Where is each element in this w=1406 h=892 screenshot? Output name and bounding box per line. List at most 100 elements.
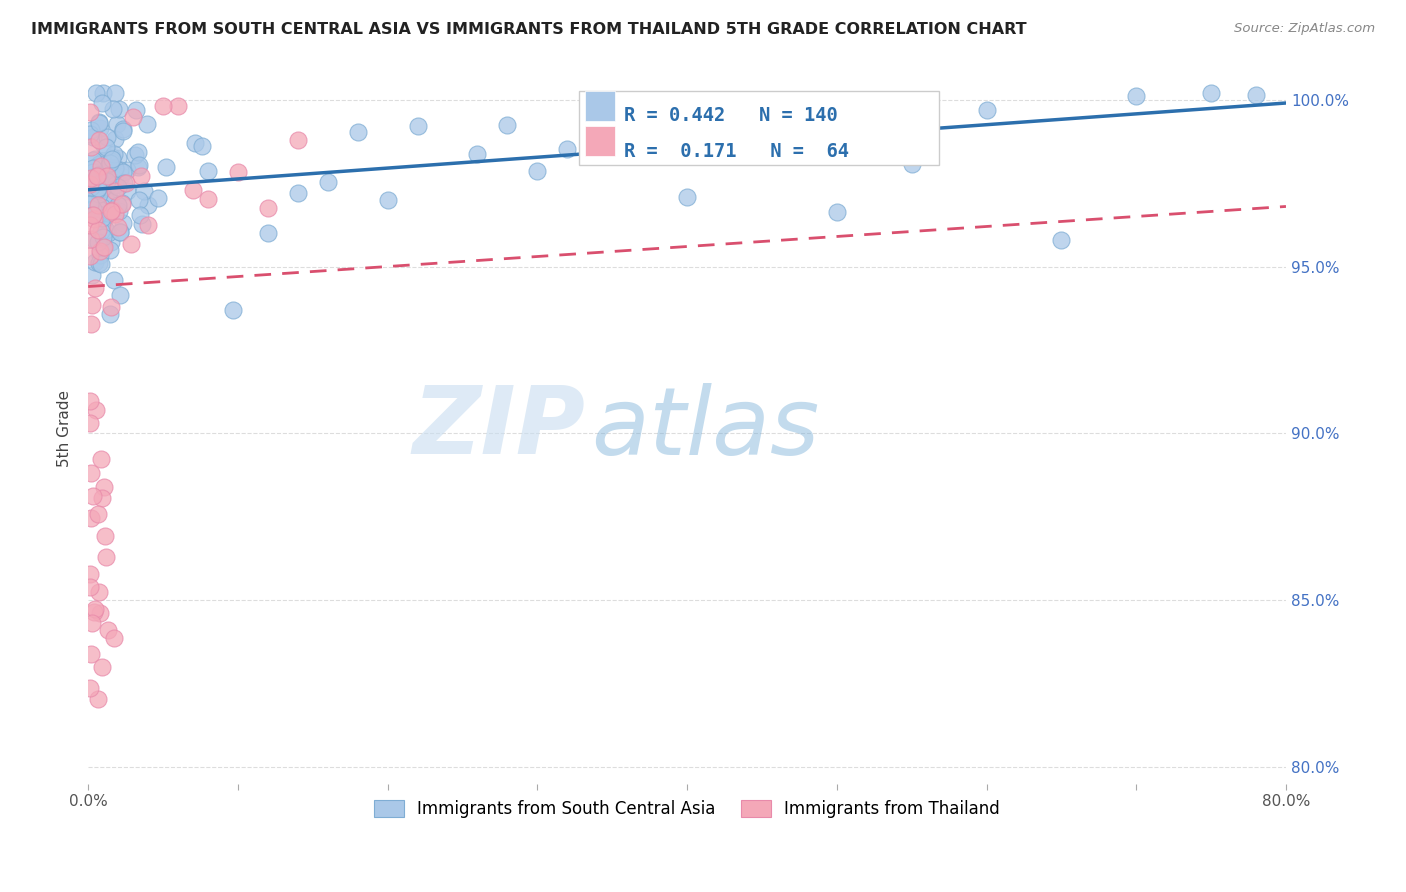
- Point: [105, 117, 128, 131]
- Point: [83, 211, 105, 226]
- Point: [82, 130, 104, 145]
- Point: [97, 173, 120, 187]
- Point: [89, 172, 111, 186]
- Point: [87, 197, 110, 211]
- Point: [94, 222, 117, 236]
- Point: [80, 180, 103, 194]
- Point: [87, 508, 110, 522]
- Point: [79, 249, 101, 263]
- Point: [115, 184, 138, 198]
- Point: [129, 169, 152, 183]
- Point: [91, 153, 114, 168]
- Point: [96, 140, 118, 154]
- Point: [80, 511, 103, 525]
- Point: [377, 193, 399, 207]
- Point: [191, 139, 214, 153]
- Point: [89, 182, 111, 196]
- Point: [79, 105, 101, 120]
- Point: [93, 480, 115, 494]
- Y-axis label: 5th Grade: 5th Grade: [58, 390, 72, 467]
- Point: [90, 452, 112, 467]
- Point: [80, 208, 103, 222]
- Point: [103, 146, 125, 161]
- Point: [103, 132, 125, 146]
- Point: [111, 195, 134, 210]
- Point: [316, 175, 339, 189]
- Point: [84, 281, 107, 295]
- Text: Source: ZipAtlas.com: Source: ZipAtlas.com: [1234, 22, 1375, 36]
- Point: [80, 232, 103, 246]
- Point: [222, 302, 245, 317]
- Point: [96, 174, 118, 188]
- Point: [79, 192, 101, 206]
- Point: [87, 235, 110, 249]
- Point: [197, 192, 219, 206]
- Point: [90, 211, 112, 225]
- Point: [676, 189, 699, 203]
- Point: [900, 157, 922, 171]
- Point: [107, 180, 129, 194]
- Point: [406, 120, 429, 134]
- Text: IMMIGRANTS FROM SOUTH CENTRAL ASIA VS IMMIGRANTS FROM THAILAND 5TH GRADE CORRELA: IMMIGRANTS FROM SOUTH CENTRAL ASIA VS IM…: [31, 22, 1026, 37]
- Point: [89, 244, 111, 258]
- Point: [91, 242, 114, 256]
- Point: [114, 176, 136, 190]
- Point: [79, 128, 101, 142]
- Point: [90, 257, 112, 271]
- Point: [101, 175, 124, 189]
- Point: [101, 153, 124, 167]
- Point: [89, 247, 111, 261]
- Point: [112, 164, 135, 178]
- Point: [87, 183, 110, 197]
- Point: [128, 193, 150, 207]
- Point: [89, 116, 111, 130]
- Point: [87, 207, 110, 221]
- Point: [83, 606, 105, 620]
- Point: [287, 133, 309, 147]
- Point: [100, 235, 122, 250]
- Point: [138, 198, 160, 212]
- Point: [79, 393, 101, 408]
- Point: [146, 191, 169, 205]
- Point: [86, 183, 108, 197]
- Point: [111, 122, 134, 136]
- Point: [108, 102, 131, 116]
- Point: [111, 197, 134, 211]
- Point: [89, 115, 111, 129]
- Point: [90, 159, 112, 173]
- Point: [82, 208, 104, 222]
- Point: [98, 244, 121, 258]
- FancyBboxPatch shape: [585, 91, 616, 120]
- Point: [110, 169, 132, 183]
- Point: [122, 111, 145, 125]
- Point: [93, 214, 115, 228]
- Point: [131, 218, 153, 232]
- Point: [94, 529, 117, 543]
- Point: [87, 159, 110, 173]
- Point: [82, 165, 104, 179]
- Point: [110, 163, 132, 178]
- Point: [104, 184, 127, 198]
- Point: [93, 180, 115, 194]
- Point: [93, 240, 115, 254]
- Point: [90, 491, 112, 506]
- Point: [91, 229, 114, 244]
- Point: [976, 103, 998, 117]
- Point: [87, 133, 110, 147]
- Point: [108, 287, 131, 301]
- Point: [93, 163, 115, 178]
- Point: [127, 145, 149, 159]
- Point: [101, 102, 124, 116]
- Point: [79, 190, 101, 204]
- Text: ZIP: ZIP: [412, 383, 585, 475]
- Text: R = 0.442   N = 140: R = 0.442 N = 140: [624, 106, 838, 126]
- Point: [287, 186, 309, 201]
- Point: [1244, 88, 1267, 103]
- Point: [87, 207, 110, 221]
- Point: [79, 681, 101, 695]
- Point: [84, 602, 107, 616]
- Point: [89, 121, 111, 136]
- Point: [555, 142, 578, 156]
- Point: [107, 219, 129, 234]
- Point: [90, 95, 112, 110]
